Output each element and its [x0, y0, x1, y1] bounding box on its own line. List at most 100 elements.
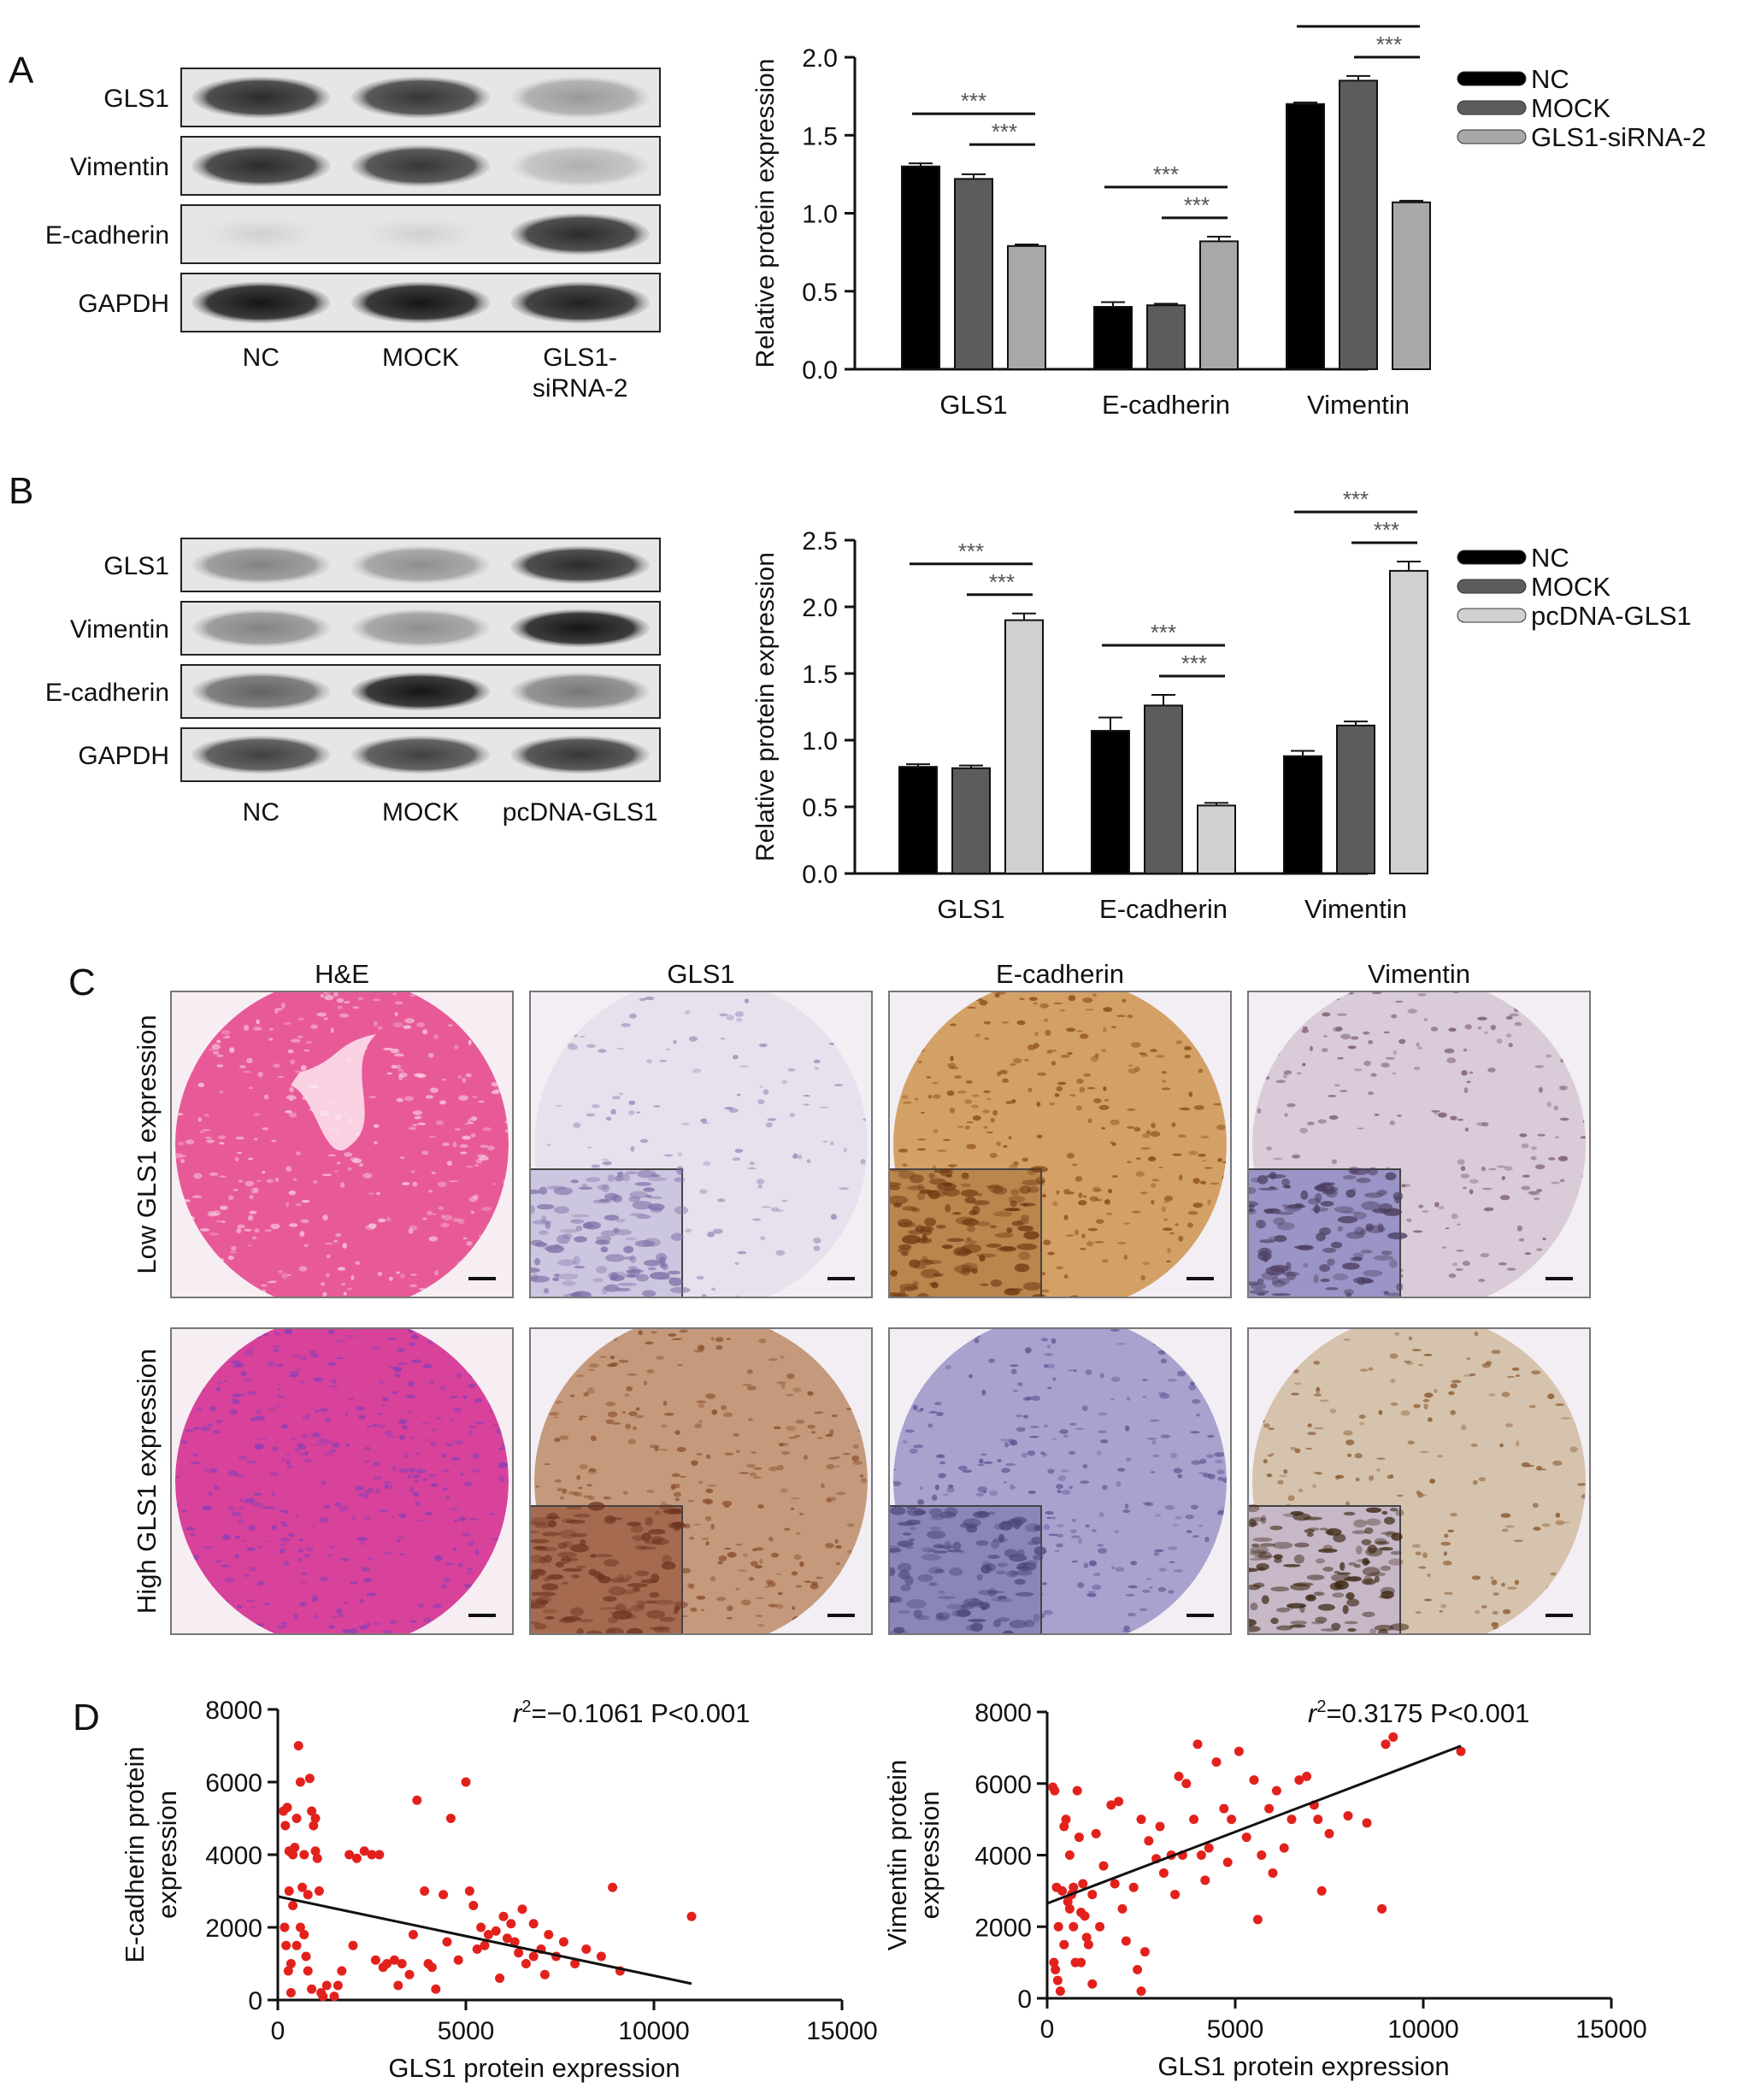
scatter-point: [521, 1959, 531, 1968]
ihc-tile: [1248, 991, 1590, 1297]
scatter-point: [431, 1984, 441, 1994]
bar: [1392, 201, 1431, 370]
legend-swatch: [1457, 100, 1527, 115]
bar: [1004, 619, 1044, 874]
correlation-annotation: r2=0.3175 P<0.001: [1308, 1697, 1529, 1728]
blot-a-lane-label: NC: [243, 344, 280, 372]
scatter-point: [1181, 1779, 1192, 1789]
significance-label: ***: [1374, 517, 1399, 543]
ihc-column-label: Vimentin: [1368, 959, 1470, 989]
scatter-point: [299, 1930, 309, 1939]
scatter-point: [291, 1814, 302, 1823]
significance-label: ***: [1151, 620, 1176, 645]
panel-label-d: D: [73, 1697, 100, 1738]
scatter-point: [359, 1846, 369, 1856]
bar: [951, 767, 991, 875]
western-blot-a: GLS1 Vimentin E-cadherin GAPDH NC MOCK GLS1-si…: [45, 68, 661, 403]
scatter-point: [1257, 1850, 1267, 1860]
scatter-point: [570, 1959, 580, 1968]
y-axis-label: Vimentin protein: [882, 1760, 912, 1950]
blot-a-band: [350, 213, 491, 256]
panel-label-a: A: [9, 50, 34, 91]
ihc-tile: [1248, 1328, 1590, 1634]
scatter-point: [483, 1930, 493, 1939]
x-tick-label: 5000: [438, 2017, 495, 2045]
blot-a-lane-label: siRNA-2: [533, 374, 628, 403]
y-tick-label: 2.0: [802, 594, 838, 622]
significance-label: ***: [992, 119, 1017, 144]
x-tick-label: 5000: [1207, 2015, 1264, 2044]
bar-chart-b: 0.0 0.5 1.0 1.5 2.0 2.5 Relative protein expre…: [752, 486, 1692, 924]
scatter-point: [1316, 1885, 1327, 1896]
scatter-point: [1051, 1965, 1061, 1974]
legend-label: pcDNA-GLS1: [1531, 601, 1692, 631]
scatter-point: [442, 1937, 452, 1947]
scatter-point: [1279, 1843, 1289, 1853]
blot-b-row-label: GLS1: [103, 552, 169, 580]
scatter-point: [1064, 1903, 1075, 1914]
blot-a-band: [191, 213, 331, 256]
scatter-point: [1313, 1815, 1323, 1825]
scatter-point: [318, 1991, 328, 2002]
scatter-point: [295, 1777, 305, 1787]
scatter-point: [1268, 1868, 1278, 1878]
scatter-point: [1234, 1746, 1244, 1756]
x-tick-label: 15000: [806, 2017, 877, 2045]
y-tick-label: 0: [1017, 1985, 1032, 2014]
blot-a-lane-label: GLS1-: [543, 344, 617, 372]
ihc-tile: [171, 1328, 513, 1634]
scatter-point: [351, 1853, 362, 1863]
scatter-point: [1388, 1732, 1398, 1742]
scatter-point: [528, 1951, 539, 1962]
scatter-point: [1196, 1850, 1206, 1860]
category-label: Vimentin: [1307, 390, 1410, 420]
scatter-point: [309, 1821, 319, 1831]
scatter-point: [1249, 1775, 1259, 1785]
bar: [1197, 804, 1236, 874]
blot-b-row-label: Vimentin: [70, 615, 169, 644]
scatter-point: [1114, 1797, 1124, 1807]
scatter-point: [1241, 1832, 1251, 1843]
scatter-point: [1061, 1815, 1071, 1825]
scatter-point: [303, 1966, 313, 1976]
scatter-point: [1087, 1979, 1098, 1989]
legend-swatch: [1457, 579, 1527, 594]
ihc-column-label: H&E: [315, 959, 369, 989]
y-tick-label: 2.0: [802, 44, 838, 73]
blot-b-row-label: GAPDH: [78, 742, 169, 770]
legend-label: MOCK: [1531, 93, 1610, 123]
blot-a-band: [350, 76, 491, 119]
bar: [901, 165, 940, 370]
legend-label: NC: [1531, 64, 1569, 94]
blot-b-band: [350, 672, 491, 711]
blot-b-lane-label: MOCK: [382, 798, 459, 826]
ihc-tile: [171, 991, 513, 1297]
scatter-point: [1381, 1739, 1391, 1750]
scatter-point: [1324, 1828, 1334, 1838]
y-axis-label: E-cadherin protein: [120, 1746, 150, 1962]
scatter-point: [1362, 1818, 1372, 1828]
scatter-point: [1204, 1843, 1214, 1853]
blot-a-band: [191, 76, 331, 119]
blot-a-lane-label: MOCK: [382, 344, 459, 372]
y-tick-label: 0.5: [802, 794, 838, 822]
scatter-point: [307, 1984, 317, 1994]
scatter-point: [1049, 1957, 1059, 1968]
bar: [954, 178, 993, 370]
significance-label: ***: [1181, 650, 1207, 676]
bar: [1336, 724, 1375, 874]
x-tick-label: 10000: [1387, 2015, 1458, 2044]
scatter-point: [1343, 1810, 1353, 1821]
y-tick-label: 2000: [974, 1914, 1032, 1942]
scatter-point: [378, 1962, 388, 1973]
scatter-plot-ecadherin: 0 2000 4000 6000 8000 0 5000 10000 15000 GLS1 pro…: [120, 1697, 878, 2083]
y-tick-label: 8000: [205, 1697, 262, 1725]
scatter-point: [1106, 1800, 1116, 1810]
scatter-point: [539, 1969, 550, 1979]
y-tick-label: 2.5: [802, 527, 838, 556]
scatter-point: [329, 1991, 339, 2002]
bar: [1339, 79, 1378, 370]
scatter-point: [1144, 1836, 1154, 1846]
scatter-point: [1222, 1857, 1233, 1868]
legend-swatch: [1457, 550, 1527, 565]
